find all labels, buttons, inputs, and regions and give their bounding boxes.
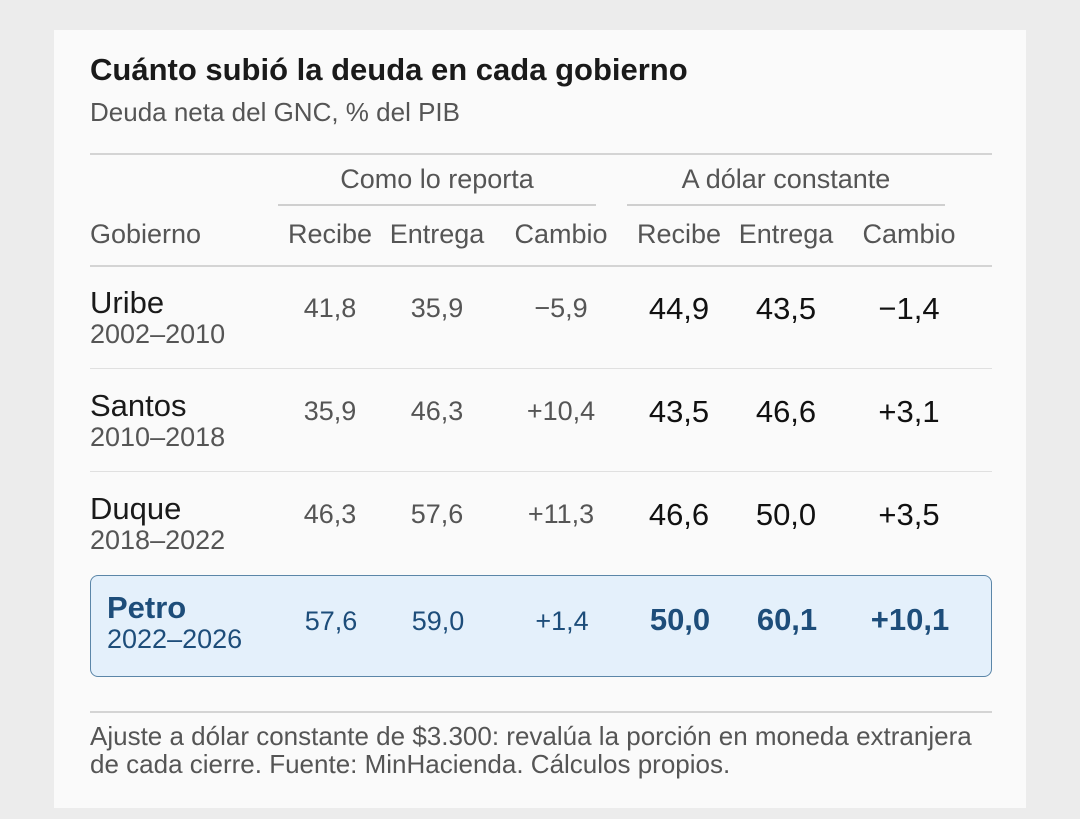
row-government-name: Uribe [90, 285, 165, 320]
cell-reported-cambio: +1,4 [535, 606, 589, 636]
row-government-years: 2022–2026 [107, 624, 243, 654]
group-underline-reported [278, 204, 596, 206]
cell-reported-cambio: +11,3 [527, 499, 595, 529]
row-separator [90, 368, 992, 369]
cell-reported-cambio: +10,4 [526, 396, 596, 426]
column-header-recibe-reported: Recibe [287, 219, 373, 249]
row-separator [90, 471, 992, 472]
cell-reported-recibe: 57,6 [304, 606, 358, 636]
row-government-years: 2010–2018 [90, 422, 226, 452]
row-government-name: Petro [107, 590, 187, 625]
cell-constant-recibe: 46,6 [648, 497, 710, 532]
table-row-uribe: Uribe 2002–2010 41,8 35,9 −5,9 44,9 43,5… [90, 271, 992, 371]
cell-reported-recibe: 35,9 [303, 396, 357, 426]
cell-reported-entrega: 35,9 [410, 293, 464, 323]
table-row-duque: Duque 2018–2022 46,3 57,6 +11,3 46,6 50,… [90, 477, 992, 577]
table-row-santos: Santos 2010–2018 35,9 46,3 +10,4 43,5 46… [90, 374, 992, 474]
header-bottom-rule [90, 265, 992, 267]
cell-reported-entrega: 57,6 [410, 499, 464, 529]
column-header-cambio-reported: Cambio [514, 219, 608, 249]
column-header-entrega-reported: Entrega [389, 219, 485, 249]
group-header-constant: A dólar constante [681, 164, 891, 194]
cell-constant-recibe: 44,9 [648, 291, 710, 326]
cell-reported-entrega: 59,0 [411, 606, 465, 636]
header-top-rule [90, 153, 992, 155]
cell-constant-entrega: 43,5 [755, 291, 817, 326]
table-row-petro-highlighted: Petro 2022–2026 57,6 59,0 +1,4 50,0 60,1… [90, 575, 992, 677]
cell-constant-cambio: +10,1 [870, 602, 950, 637]
row-government-years: 2018–2022 [90, 525, 226, 555]
cell-reported-entrega: 46,3 [410, 396, 464, 426]
cell-reported-recibe: 41,8 [303, 293, 357, 323]
footnote: Ajuste a dólar constante de $3.300: reva… [90, 721, 972, 779]
footer-rule [90, 711, 992, 713]
group-header-reported: Como lo reporta [340, 164, 534, 194]
cell-constant-entrega: 46,6 [755, 394, 817, 429]
column-header-cambio-constant: Cambio [862, 219, 956, 249]
column-header-recibe-constant: Recibe [636, 219, 722, 249]
chart-subtitle: Deuda neta del GNC, % del PIB [90, 97, 460, 127]
column-header-gobierno: Gobierno [90, 219, 202, 249]
chart-card: Cuánto subió la deuda en cada gobierno D… [54, 30, 1026, 808]
row-government-name: Santos [90, 388, 187, 423]
row-government-name: Duque [90, 491, 182, 526]
cell-constant-cambio: +3,1 [878, 394, 940, 429]
chart-title: Cuánto subió la deuda en cada gobierno [90, 52, 688, 87]
cell-constant-entrega: 50,0 [755, 497, 817, 532]
cell-constant-recibe: 43,5 [648, 394, 710, 429]
cell-constant-cambio: +3,5 [878, 497, 940, 532]
cell-reported-recibe: 46,3 [303, 499, 357, 529]
cell-reported-cambio: −5,9 [534, 293, 588, 323]
row-government-years: 2002–2010 [90, 319, 226, 349]
cell-constant-entrega: 60,1 [756, 602, 818, 637]
cell-constant-cambio: −1,4 [878, 291, 940, 326]
group-underline-constant [627, 204, 945, 206]
column-header-entrega-constant: Entrega [738, 219, 834, 249]
cell-constant-recibe: 50,0 [649, 602, 711, 637]
